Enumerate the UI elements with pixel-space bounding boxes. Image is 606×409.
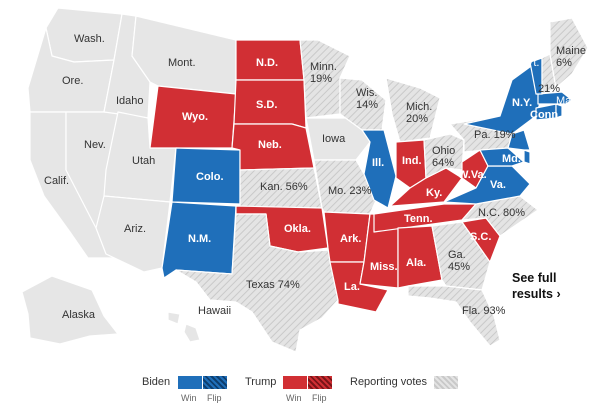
label-florida: Fla. 93% (462, 305, 506, 317)
label-kentucky: Ky. (426, 187, 442, 199)
label-michigan: Mich. 20% (406, 101, 432, 125)
legend-trump-label: Trump (245, 376, 277, 388)
legend-biden-flip-swatch (203, 376, 227, 389)
see-full-results-line2: results › (512, 287, 561, 301)
label-north-carolina: N.C. 80% (478, 207, 525, 219)
state-alaska[interactable] (21, 275, 119, 345)
label-new-jersey: N.J. (540, 139, 560, 151)
legend-biden-win-text: Win (181, 393, 197, 403)
label-colorado: Colo. (196, 171, 224, 183)
label-idaho: Idaho (116, 95, 144, 107)
label-alaska: Alaska (62, 309, 96, 321)
label-oregon: Ore. (62, 75, 83, 87)
label-nevada: Nev. (84, 139, 106, 151)
us-election-map: Wash. Ore. Calif. Nev. Idaho Mont. Utah … (21, 7, 589, 353)
label-nebraska: Neb. (258, 139, 282, 151)
label-south-dakota: S.D. (256, 99, 277, 111)
state-texas[interactable] (175, 213, 339, 353)
label-mississippi: Miss. (370, 261, 398, 273)
state-maryland[interactable] (479, 147, 525, 167)
label-louisiana: La. (344, 281, 360, 293)
label-new-york: N.Y. (512, 97, 532, 109)
label-iowa: Iowa (322, 133, 346, 145)
legend-biden-flip-text: Flip (207, 393, 222, 403)
state-labels: Wash. Ore. Calif. Nev. Idaho Mont. Utah … (44, 33, 586, 321)
label-oklahoma: Okla. (284, 223, 311, 235)
label-arkansas: Ark. (340, 233, 361, 245)
label-texas: Texas 74% (246, 279, 300, 291)
state-new-jersey[interactable] (507, 129, 531, 151)
legend-trump-win-text: Win (286, 393, 302, 403)
label-montana: Mont. (168, 57, 196, 69)
state-alabama[interactable] (397, 225, 443, 289)
legend-biden-label: Biden (142, 376, 171, 388)
label-missouri: Mo. 23% (328, 185, 372, 197)
label-kansas: Kan. 56% (260, 181, 308, 193)
state-delaware[interactable] (523, 149, 531, 165)
see-full-results-line1: See full (512, 271, 557, 285)
state-rhode-island[interactable] (555, 103, 563, 119)
label-pennsylvania: Pa. 19% (474, 129, 516, 141)
label-washington: Wash. (74, 33, 105, 45)
see-full-results-link[interactable]: See full results › (512, 270, 561, 302)
label-virginia: Va. (490, 179, 506, 191)
legend-trump-flip-text: Flip (312, 393, 327, 403)
label-wyoming: Wyo. (182, 111, 208, 123)
label-hawaii: Hawaii (198, 305, 231, 317)
label-north-dakota: N.D. (256, 57, 278, 69)
label-minnesota: Minn. 19% (310, 61, 337, 85)
label-connecticut: Conn. (530, 109, 561, 121)
state-maine[interactable] (549, 17, 589, 89)
label-arizona: Ariz. (124, 223, 146, 235)
label-california: Calif. (44, 175, 69, 187)
label-delaware: Del. (532, 157, 552, 169)
legend-trump-win-swatch (283, 376, 307, 389)
state-missouri[interactable] (313, 159, 379, 215)
label-rhode-island: R.I. (556, 121, 573, 133)
label-indiana: Ind. (402, 155, 422, 167)
legend-biden-win-swatch (178, 376, 202, 389)
state-arizona[interactable] (95, 195, 171, 273)
label-massachusetts: Mass. (556, 95, 585, 107)
label-new-mexico: N.M. (188, 233, 211, 245)
legend-reporting-swatch (434, 376, 458, 389)
state-kentucky[interactable] (387, 167, 463, 209)
label-maine: Maine 6% (556, 45, 586, 69)
state-florida[interactable] (407, 285, 501, 347)
label-new-hampshire: 21% (538, 83, 560, 95)
label-ohio: Ohio 64% (432, 145, 455, 169)
label-west-virginia: W.Va. (458, 169, 487, 181)
label-south-carolina: S.C. (470, 231, 491, 243)
label-vermont: Vt. (526, 57, 539, 69)
legend-reporting-label: Reporting votes (350, 376, 428, 388)
map-legend: Biden Win Flip Trump Win Flip Reporting … (0, 372, 606, 409)
label-maryland: Md. (502, 153, 521, 165)
label-illinois: Ill. (372, 157, 384, 169)
label-alabama: Ala. (406, 257, 426, 269)
state-virginia[interactable] (443, 165, 531, 205)
state-illinois[interactable] (361, 129, 397, 209)
state-massachusetts[interactable] (537, 91, 573, 105)
legend-trump-flip-swatch (308, 376, 332, 389)
state-hawaii[interactable] (167, 311, 201, 343)
label-wisconsin: Wis. 14% (356, 87, 378, 111)
label-georgia: Ga. 45% (448, 249, 470, 273)
label-utah: Utah (132, 155, 155, 167)
label-tennessee: Tenn. (404, 213, 433, 225)
state-utah[interactable] (103, 111, 177, 203)
